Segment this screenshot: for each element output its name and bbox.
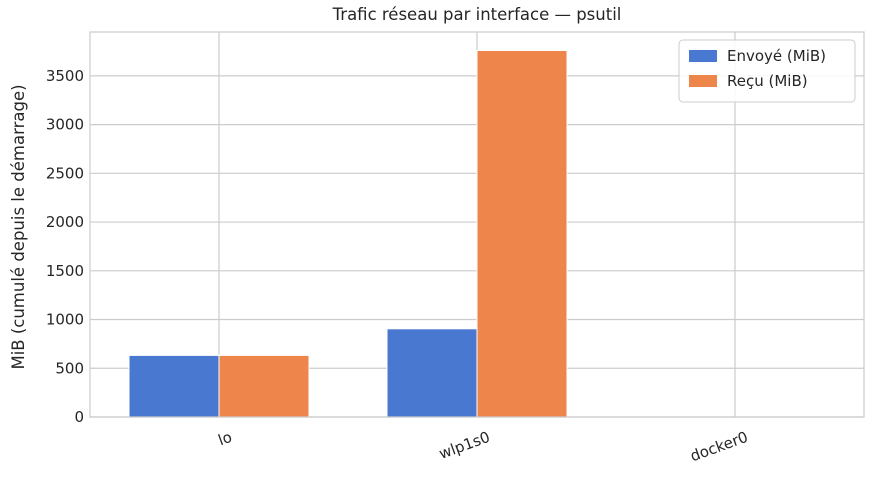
y-tick-label: 0 bbox=[74, 408, 84, 426]
chart-title: Trafic réseau par interface — psutil bbox=[332, 5, 622, 24]
x-tick-label: wlp1s0 bbox=[437, 428, 493, 463]
bar-wlp1s0-received bbox=[476, 50, 568, 418]
y-tick-label: 3000 bbox=[46, 116, 84, 134]
legend-box bbox=[678, 39, 856, 103]
legend: Envoyé (MiB) Reçu (MiB) bbox=[678, 39, 856, 103]
y-axis-title: MiB (cumulé depuis le démarrage) bbox=[9, 84, 28, 369]
x-tick-label: lo bbox=[216, 428, 235, 449]
x-tick-label: docker0 bbox=[688, 428, 751, 465]
legend-swatch bbox=[689, 75, 717, 87]
bars bbox=[128, 50, 568, 418]
legend-swatch bbox=[689, 50, 717, 62]
y-tick-label: 1000 bbox=[46, 311, 84, 329]
bar-lo-received bbox=[218, 354, 310, 418]
legend-label: Reçu (MiB) bbox=[727, 72, 808, 90]
legend-label: Envoyé (MiB) bbox=[727, 47, 826, 65]
y-tick-label: 3500 bbox=[46, 67, 84, 85]
x-axis-ticks: lo wlp1s0 docker0 bbox=[216, 428, 751, 465]
plot-border bbox=[89, 31, 865, 418]
y-axis-ticks: 0 500 1000 1500 2000 2500 3000 3500 bbox=[46, 67, 84, 426]
y-tick-label: 2500 bbox=[46, 164, 84, 182]
y-tick-label: 500 bbox=[55, 359, 84, 377]
y-tick-label: 1500 bbox=[46, 262, 84, 280]
bar-wlp1s0-sent bbox=[386, 328, 478, 418]
bar-lo-sent bbox=[128, 354, 220, 418]
plot-frame bbox=[89, 31, 865, 418]
y-tick-label: 2000 bbox=[46, 213, 84, 231]
